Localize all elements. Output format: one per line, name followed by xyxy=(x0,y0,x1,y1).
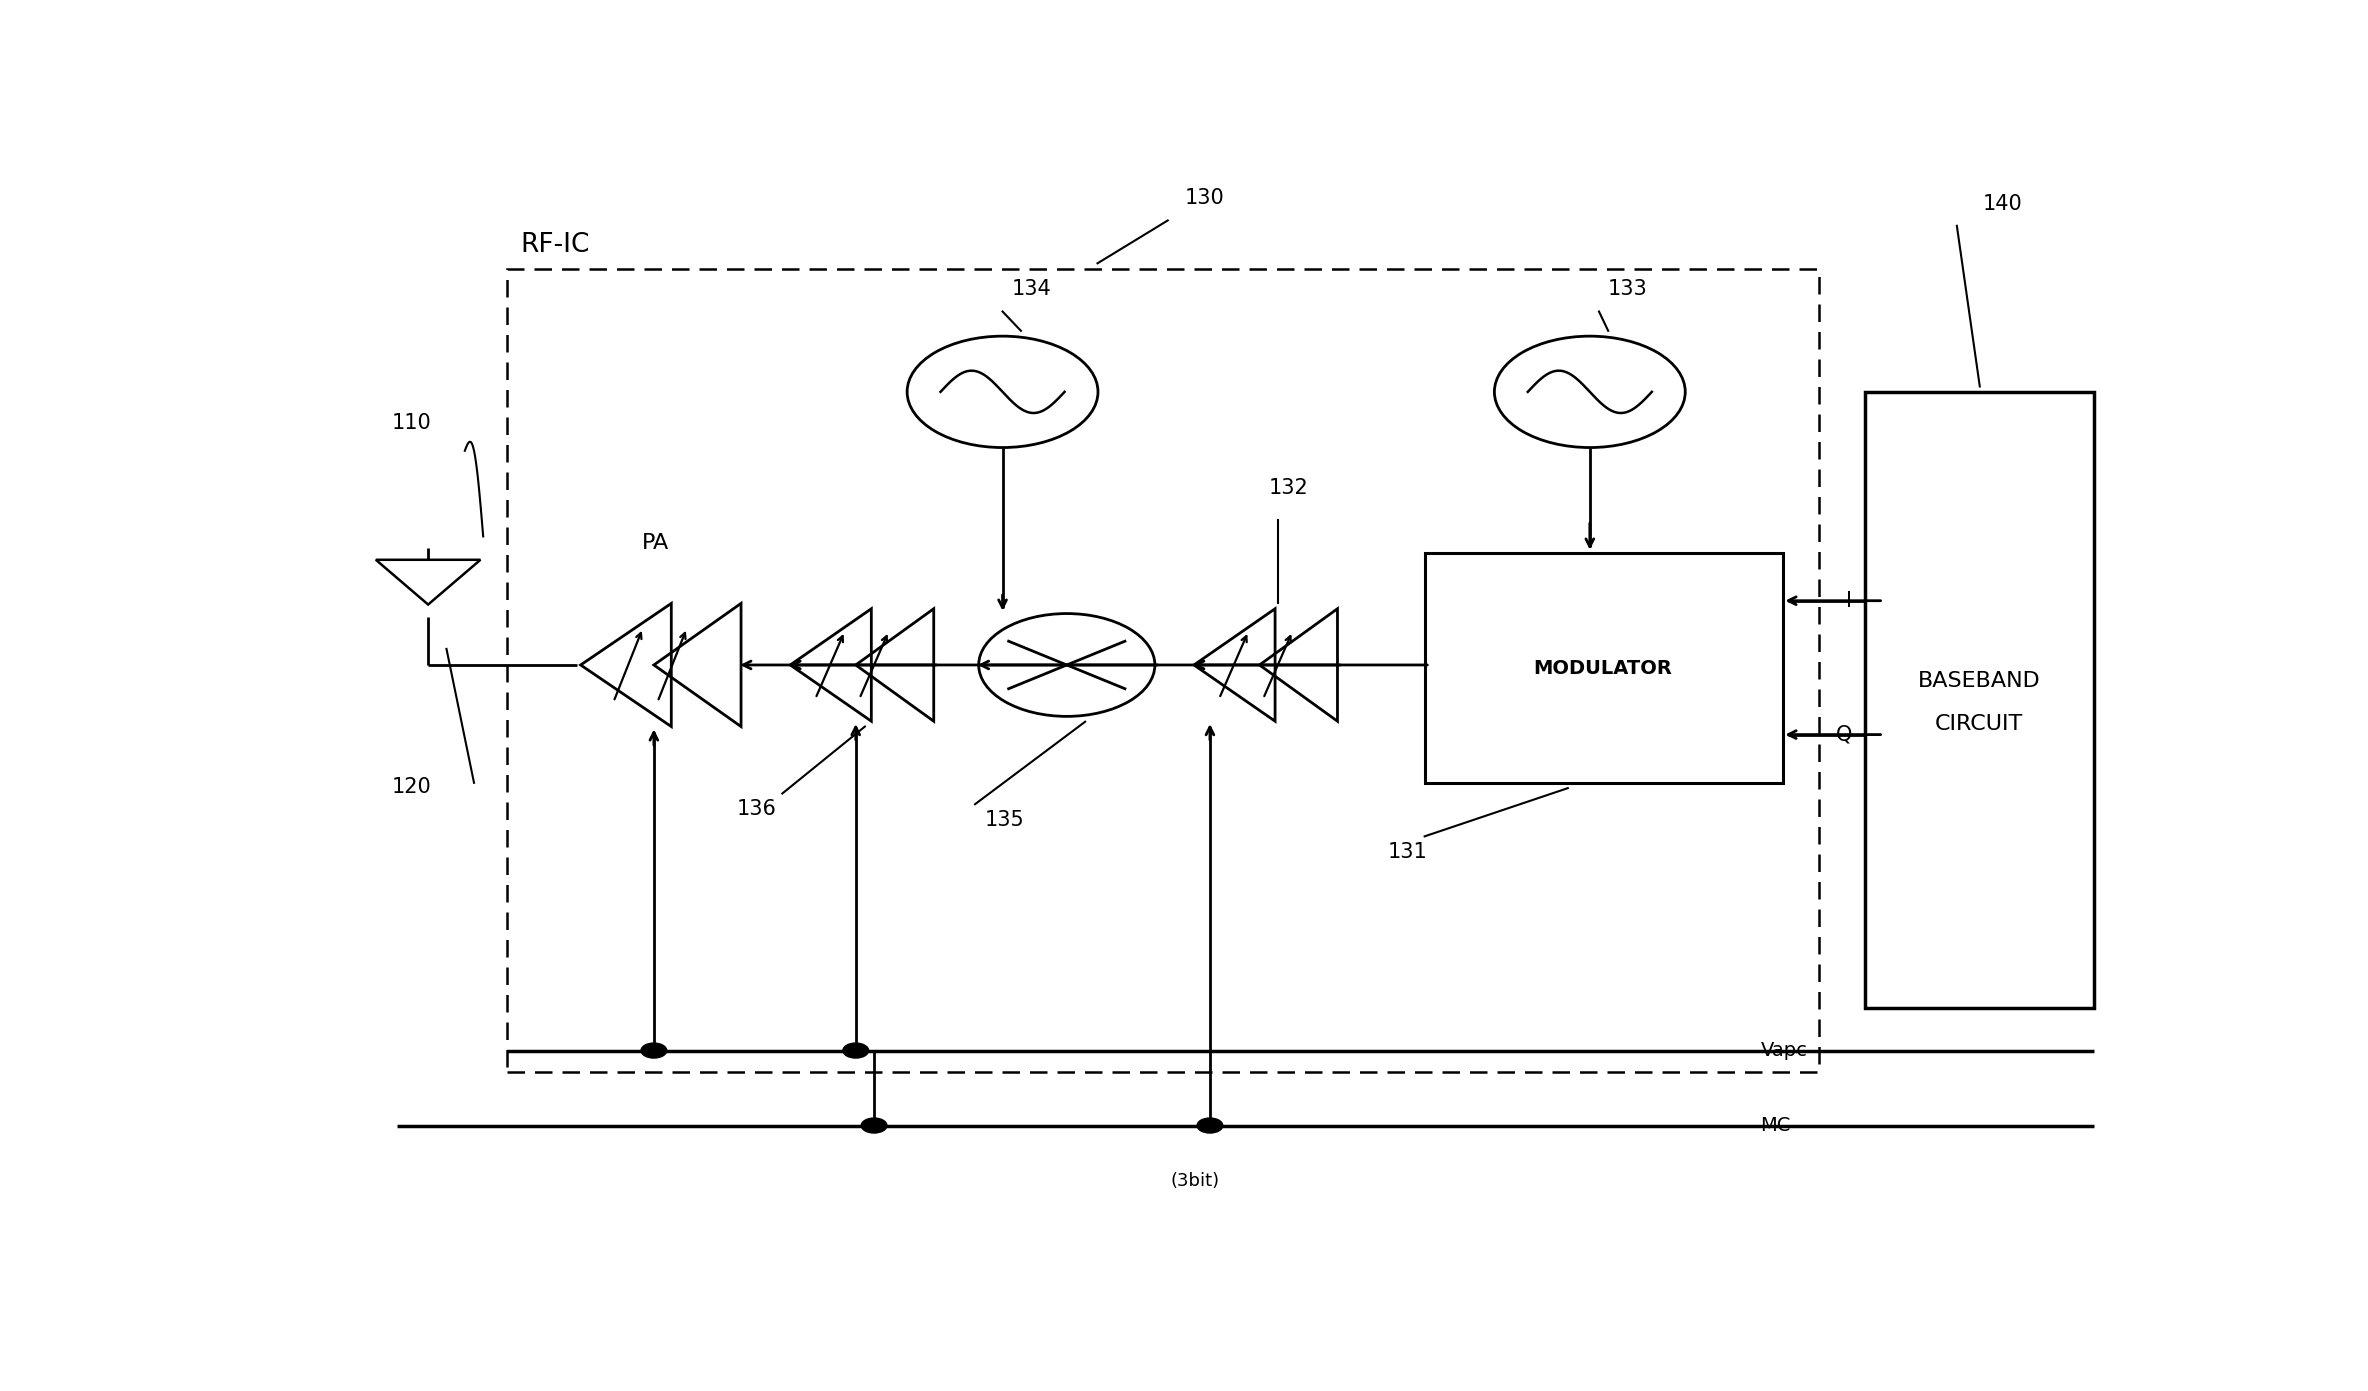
Text: 136: 136 xyxy=(736,798,777,819)
Text: 131: 131 xyxy=(1388,842,1428,862)
Text: I: I xyxy=(1847,591,1852,611)
Bar xyxy=(1426,552,1783,783)
Circle shape xyxy=(862,1118,888,1134)
Text: MC: MC xyxy=(1759,1116,1790,1135)
Text: 130: 130 xyxy=(1184,188,1224,209)
Circle shape xyxy=(843,1043,869,1059)
Text: PA: PA xyxy=(642,533,670,552)
Text: (3bit): (3bit) xyxy=(1170,1171,1220,1189)
Circle shape xyxy=(1198,1118,1222,1134)
Text: BASEBAND: BASEBAND xyxy=(1918,670,2041,691)
Text: 140: 140 xyxy=(1982,193,2022,214)
Text: 110: 110 xyxy=(391,413,431,434)
Text: 133: 133 xyxy=(1608,280,1648,299)
Text: 135: 135 xyxy=(985,810,1023,829)
Bar xyxy=(1866,392,2096,1007)
Text: RF-IC: RF-IC xyxy=(521,232,590,257)
Text: CIRCUIT: CIRCUIT xyxy=(1935,714,2022,734)
Text: Vapc: Vapc xyxy=(1759,1040,1807,1060)
Circle shape xyxy=(642,1043,668,1059)
Text: 134: 134 xyxy=(1011,280,1051,299)
Text: MODULATOR: MODULATOR xyxy=(1532,659,1672,677)
Bar xyxy=(507,268,1819,1072)
Text: 132: 132 xyxy=(1269,477,1310,498)
Text: Q: Q xyxy=(1835,725,1852,744)
Text: 120: 120 xyxy=(391,778,431,797)
